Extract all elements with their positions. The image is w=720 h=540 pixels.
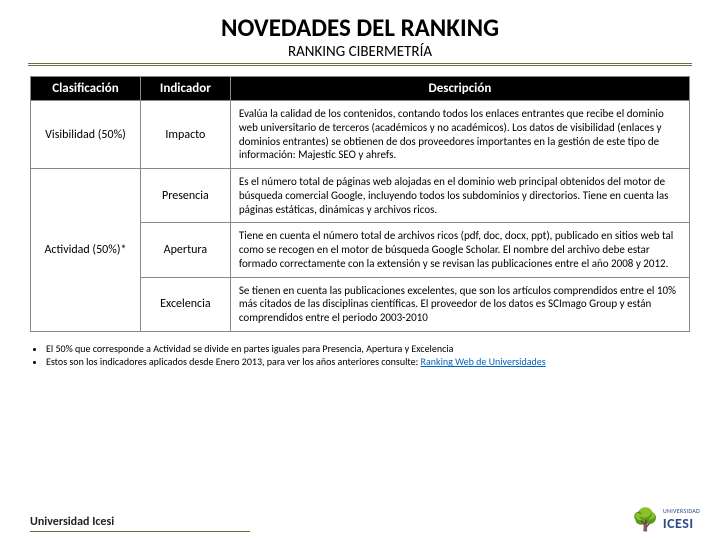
cell-clasificacion: Actividad (50%)* xyxy=(31,169,141,332)
logo-subtext: UNIVERSIDAD xyxy=(663,507,700,515)
col-indicador: Indicador xyxy=(140,77,230,101)
cell-descripcion: Se tienen en cuenta las publicaciones ex… xyxy=(230,277,689,331)
cell-indicador: Presencia xyxy=(140,169,230,223)
table-row: Actividad (50%)* Presencia Es el número … xyxy=(31,169,690,223)
ranking-table: Clasificación Indicador Descripción Visi… xyxy=(30,76,690,332)
cell-clasificacion: Visibilidad (50%) xyxy=(31,101,141,169)
cell-descripcion: Es el número total de páginas web alojad… xyxy=(230,169,689,223)
tree-icon: 🌳 xyxy=(632,509,659,531)
cell-descripcion: Evalúa la calidad de los contenidos, con… xyxy=(230,101,689,169)
page-title: NOVEDADES DEL RANKING xyxy=(0,0,720,43)
table-row: Visibilidad (50%) Impacto Evalúa la cali… xyxy=(31,101,690,169)
cell-indicador: Excelencia xyxy=(140,277,230,331)
logo: 🌳 UNIVERSIDAD ICESI xyxy=(632,507,701,532)
page-subtitle: RANKING CIBERMETRÍA xyxy=(28,43,692,66)
footnote-item: El 50% que corresponde a Actividad se di… xyxy=(46,342,688,356)
cell-indicador: Impacto xyxy=(140,101,230,169)
col-descripcion: Descripción xyxy=(230,77,689,101)
ranking-link[interactable]: Ranking Web de Universidades xyxy=(421,355,546,368)
col-clasificacion: Clasificación xyxy=(31,77,141,101)
footnotes: El 50% que corresponde a Actividad se di… xyxy=(32,342,688,369)
cell-indicador: Apertura xyxy=(140,223,230,277)
footer-university: Universidad Icesi xyxy=(30,515,250,532)
footnote-item: Estos son los indicadores aplicados desd… xyxy=(46,355,688,369)
table-header-row: Clasificación Indicador Descripción xyxy=(31,77,690,101)
footnote-text: Estos son los indicadores aplicados desd… xyxy=(46,355,421,368)
footer: Universidad Icesi 🌳 UNIVERSIDAD ICESI xyxy=(30,507,700,532)
logo-text: ICESI xyxy=(663,515,700,532)
cell-descripcion: Tiene en cuenta el número total de archi… xyxy=(230,223,689,277)
